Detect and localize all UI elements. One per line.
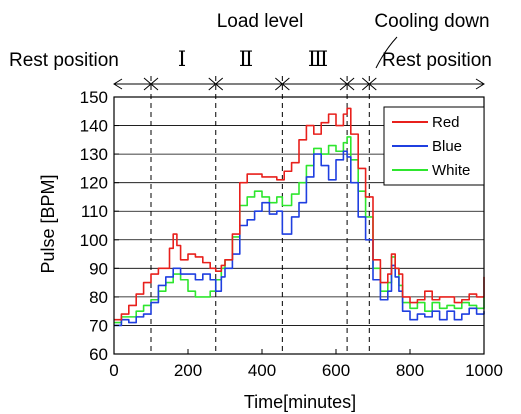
phase-3-label: Ⅲ	[308, 47, 328, 71]
y-tick-label-110: 110	[81, 202, 108, 221]
y-tick-label-150: 150	[80, 88, 108, 107]
axis-ticks: 60 70 80 90 100 110 120 130 140 150 0 200 400 600 800 1…	[80, 88, 503, 380]
y-axis-label: Pulse [BPM]	[38, 174, 58, 273]
y-tick-label-60: 60	[89, 345, 108, 364]
rest-position-right-label: Rest position	[382, 50, 492, 71]
y-tick-label-90: 90	[89, 259, 108, 278]
phase-marker-100	[143, 77, 159, 91]
phase-2-label: Ⅱ	[239, 47, 253, 71]
y-tick-label-70: 70	[89, 316, 108, 335]
x-tick-label-1000: 1000	[465, 361, 503, 380]
x-tick-label-600: 600	[322, 361, 350, 380]
phase-1-label: Ⅰ	[178, 47, 186, 71]
phase-marker-630	[339, 77, 355, 91]
phase-arrow-row	[113, 77, 485, 91]
y-tick-label-100: 100	[80, 231, 108, 250]
legend: Red Blue White	[383, 106, 485, 186]
series-line-red	[114, 107, 485, 321]
legend-label-blue: Blue	[432, 138, 462, 155]
phase-marker-690	[361, 77, 377, 91]
rest-position-left-label: Rest position	[9, 50, 119, 71]
x-axis-label: Time[minutes]	[244, 392, 356, 412]
load-level-label: Load level	[217, 11, 304, 32]
y-tick-label-130: 130	[80, 145, 108, 164]
series-line-blue	[114, 150, 485, 327]
phase-marker-275	[208, 77, 224, 91]
series-lines	[114, 107, 485, 327]
plot-frame	[113, 96, 485, 355]
legend-label-red: Red	[432, 114, 460, 131]
cooling-pointer-line	[375, 36, 398, 69]
x-tick-label-0: 0	[109, 361, 118, 380]
arrow-left-head	[113, 78, 123, 90]
arrow-right-head	[475, 78, 485, 90]
x-tick-label-400: 400	[248, 361, 276, 380]
x-tick-label-200: 200	[174, 361, 202, 380]
cooling-down-label: Cooling down	[374, 11, 489, 32]
x-tick-label-800: 800	[396, 361, 424, 380]
legend-label-white: White	[432, 162, 470, 179]
y-tick-label-80: 80	[89, 288, 108, 307]
y-tick-label-140: 140	[80, 117, 108, 136]
phase-marker-455	[275, 77, 290, 91]
y-tick-label-120: 120	[80, 174, 108, 193]
